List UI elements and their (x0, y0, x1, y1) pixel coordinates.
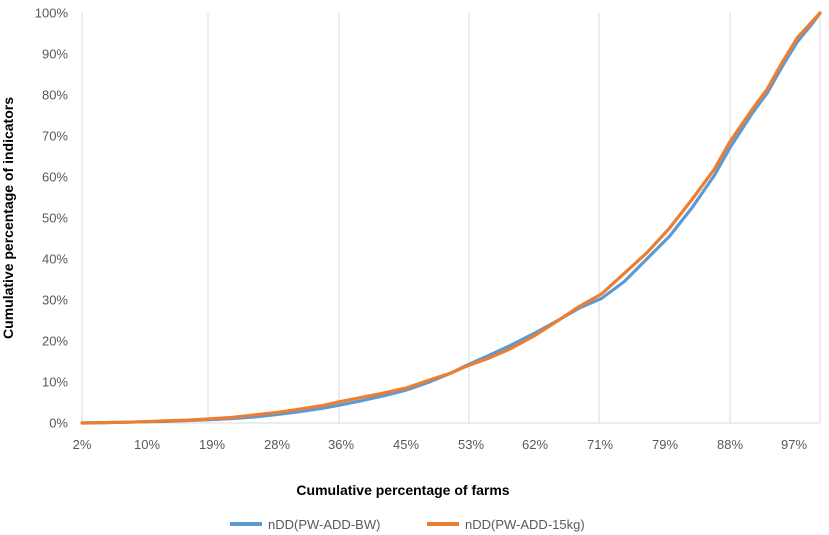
y-tick-label: 50% (42, 211, 68, 226)
y-tick-label: 40% (42, 252, 68, 267)
x-tick-label: 19% (199, 437, 225, 452)
x-tick-label: 88% (717, 437, 743, 452)
y-tick-label: 30% (42, 293, 68, 308)
y-tick-label: 60% (42, 170, 68, 185)
y-axis-title: Cumulative percentage of indicators (0, 97, 16, 339)
y-tick-label: 90% (42, 47, 68, 62)
legend-label-series-2: nDD(PW-ADD-15kg) (465, 517, 585, 532)
x-tick-label: 45% (393, 437, 419, 452)
x-tick-label: 79% (652, 437, 678, 452)
series-line-2 (80, 11, 822, 425)
x-tick-label: 36% (328, 437, 354, 452)
x-tick-labels: 2% 10% 19% 28% 36% 45% 53% 62% 71% 79% 88% 97% (73, 437, 808, 452)
x-tick-label: 2% (73, 437, 92, 452)
series-line-1 (80, 11, 822, 425)
gridlines (81, 13, 821, 423)
y-tick-label: 0% (49, 416, 68, 431)
y-tick-label: 80% (42, 88, 68, 103)
x-tick-label: 10% (134, 437, 160, 452)
legend-label-series-1: nDD(PW-ADD-BW) (268, 517, 380, 532)
x-tick-label: 71% (587, 437, 613, 452)
x-tick-label: 53% (458, 437, 484, 452)
x-tick-label: 28% (264, 437, 290, 452)
x-tick-label: 62% (522, 437, 548, 452)
y-tick-label: 20% (42, 334, 68, 349)
x-tick-label: 97% (781, 437, 807, 452)
y-tick-labels: 0% 10% 20% 30% 40% 50% 60% 70% 80% 90% 100% (35, 6, 69, 431)
series-lines (80, 11, 822, 425)
y-tick-label: 100% (35, 6, 69, 21)
y-tick-label: 70% (42, 129, 68, 144)
y-tick-label: 10% (42, 375, 68, 390)
x-axis-title: Cumulative percentage of farms (296, 482, 509, 498)
legend: nDD(PW-ADD-BW) nDD(PW-ADD-15kg) (230, 517, 585, 532)
